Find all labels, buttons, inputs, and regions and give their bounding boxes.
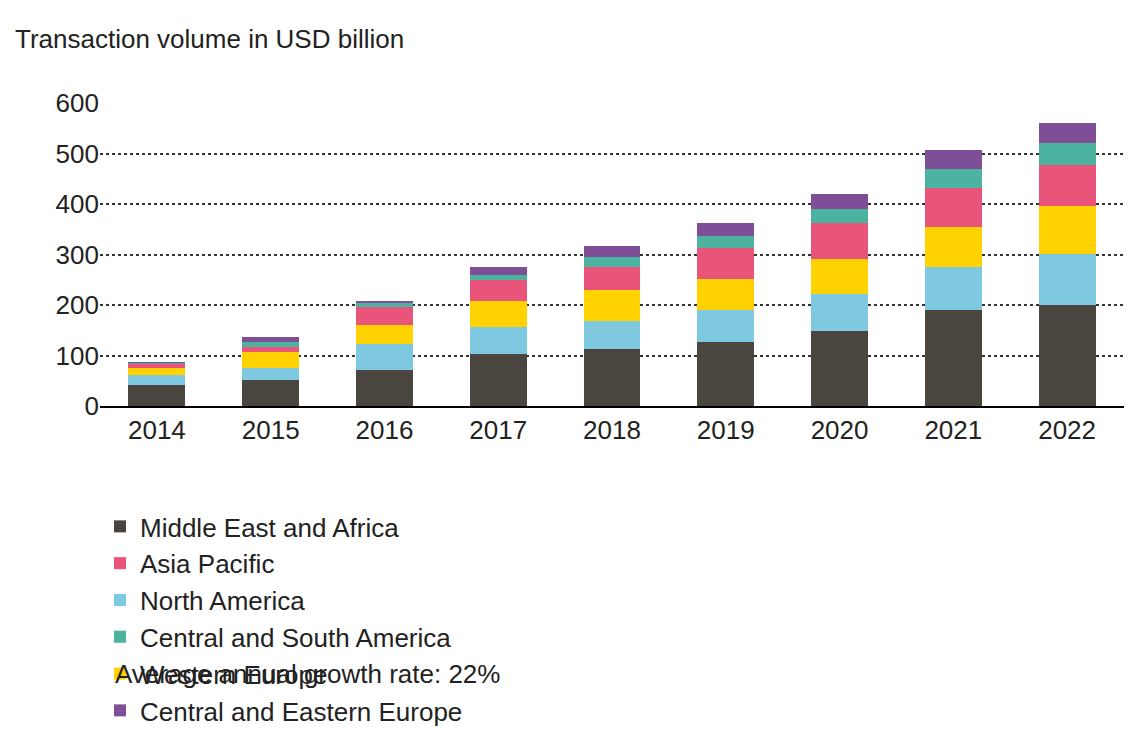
svg-text:2022: 2022	[1038, 415, 1096, 445]
svg-text:2020: 2020	[811, 415, 869, 445]
svg-text:2014: 2014	[128, 415, 186, 445]
svg-text:200: 200	[56, 290, 99, 320]
svg-text:Middle East and Africa: Middle East and Africa	[140, 513, 399, 543]
svg-text:Central and South America: Central and South America	[140, 623, 451, 653]
svg-text:400: 400	[56, 189, 99, 219]
svg-text:500: 500	[56, 139, 99, 169]
svg-text:North America: North America	[140, 586, 305, 616]
svg-text:2019: 2019	[697, 415, 755, 445]
svg-text:Western Europe: Western Europe	[140, 660, 327, 690]
svg-text:Average annual growth rate: 22: Average annual growth rate: 22%	[115, 659, 500, 689]
svg-text:300: 300	[56, 240, 99, 270]
svg-text:Transaction volume in USD bill: Transaction volume in USD billion	[15, 24, 404, 54]
svg-text:2017: 2017	[469, 415, 527, 445]
svg-text:Central and Eastern Europe: Central and Eastern Europe	[140, 697, 462, 727]
svg-text:2015: 2015	[242, 415, 300, 445]
svg-text:2021: 2021	[924, 415, 982, 445]
svg-text:2016: 2016	[356, 415, 414, 445]
svg-text:0: 0	[85, 391, 99, 421]
svg-text:2018: 2018	[583, 415, 641, 445]
svg-text:100: 100	[56, 341, 99, 371]
svg-text:600: 600	[56, 88, 99, 118]
svg-text:Asia Pacific: Asia Pacific	[140, 549, 274, 579]
